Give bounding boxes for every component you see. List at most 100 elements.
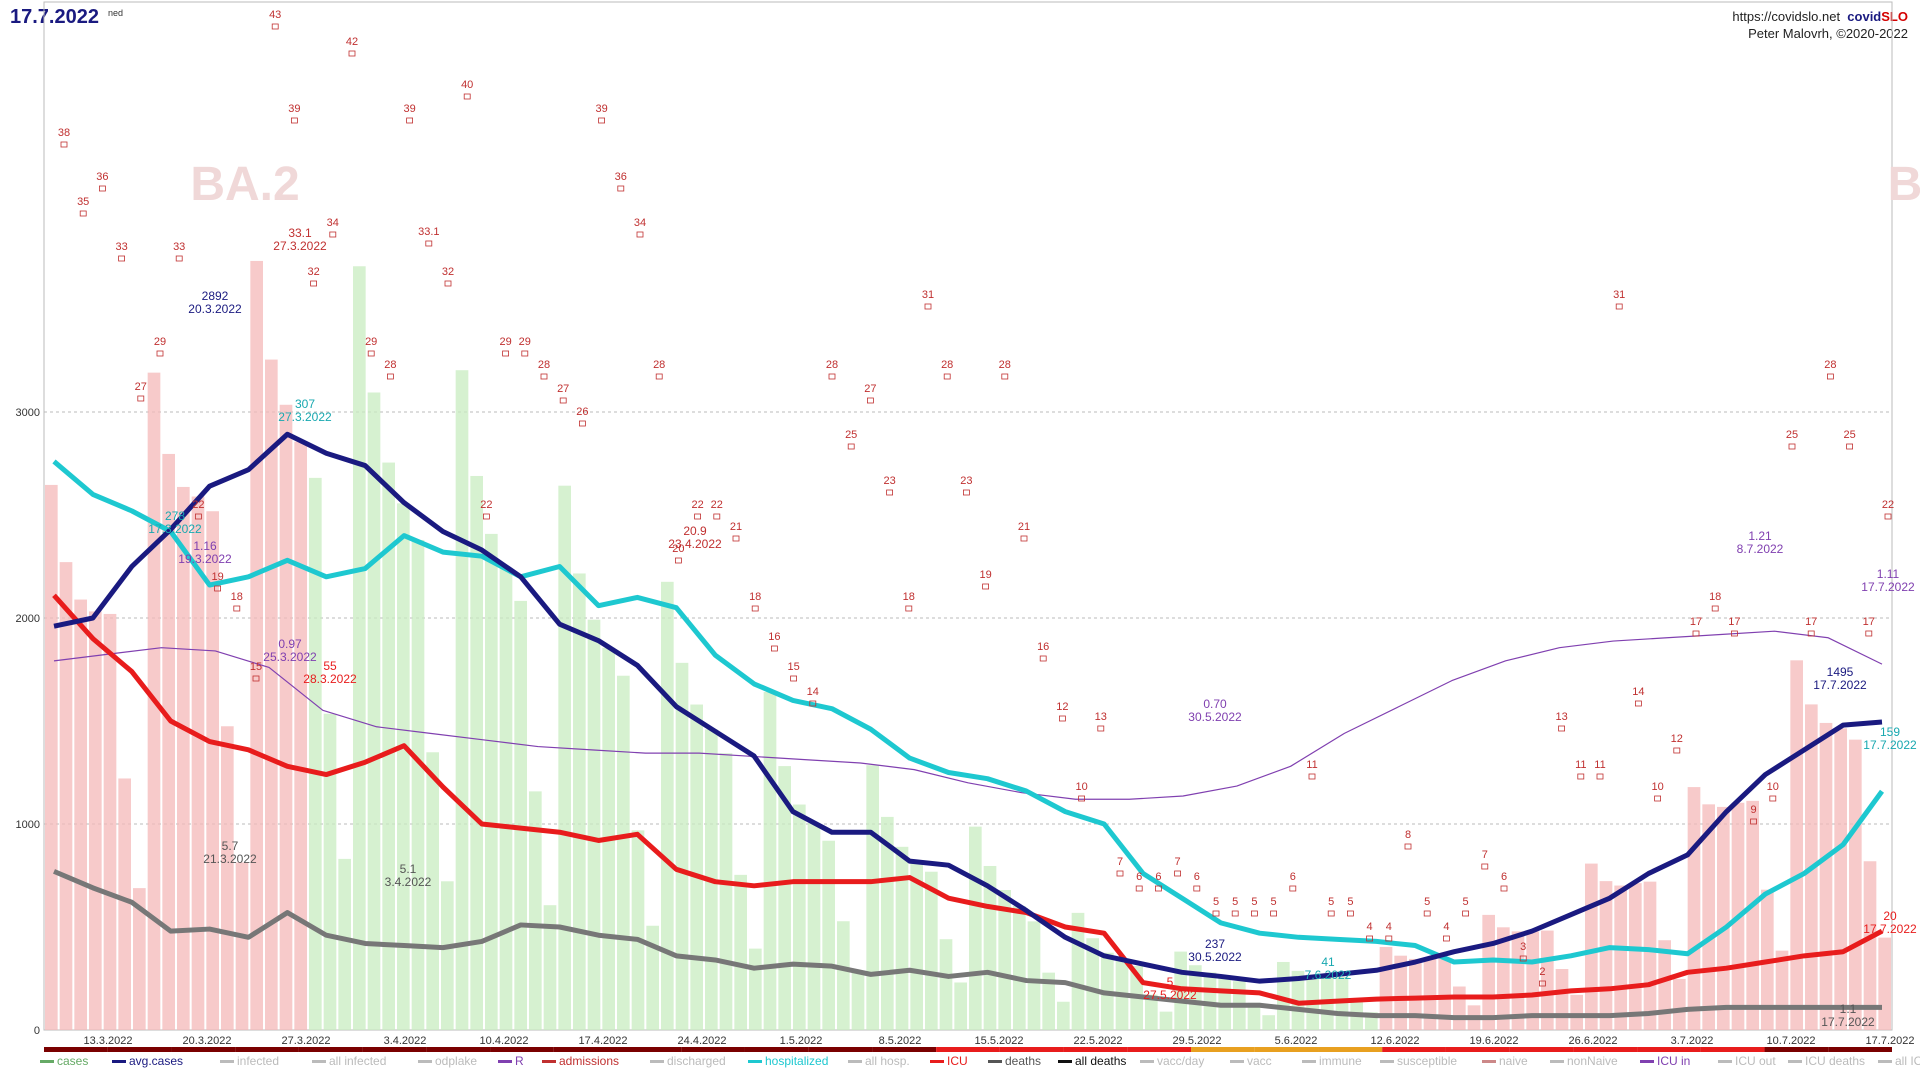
legend-swatch — [1788, 1059, 1802, 1063]
admissions-marker — [1731, 630, 1738, 637]
legend-label: ICU out — [1735, 1054, 1776, 1068]
admissions-marker — [1404, 843, 1412, 850]
x-tick-label: 10.7.2022 — [1767, 1035, 1816, 1047]
legend-item[interactable]: ICU in — [1640, 1054, 1690, 1068]
admissions-marker — [1327, 910, 1335, 917]
case-bar — [1629, 883, 1642, 1030]
admissions-marker — [905, 605, 913, 612]
legend-item[interactable]: admissions — [542, 1054, 619, 1068]
admissions-label: 39 — [288, 103, 300, 115]
case-bar — [426, 752, 439, 1030]
case-bar — [1687, 787, 1701, 1030]
admissions-label: 32 — [307, 266, 319, 278]
legend-item[interactable]: cases — [40, 1054, 88, 1068]
annotation-value: 0.70 — [1203, 697, 1227, 711]
legend-item[interactable]: all hosp. — [848, 1054, 910, 1068]
admissions-marker — [290, 117, 298, 124]
admissions-label: 17 — [1863, 616, 1875, 628]
period-band — [1063, 1047, 1128, 1052]
admissions-label: 9 — [1751, 804, 1757, 816]
legend-item[interactable]: deaths — [988, 1054, 1041, 1068]
x-tick-label: 12.6.2022 — [1371, 1035, 1420, 1047]
period-band — [1191, 1047, 1255, 1052]
admissions-marker — [617, 185, 625, 192]
legend-item[interactable]: vacc — [1230, 1054, 1272, 1068]
legend-item[interactable]: vacc/day — [1140, 1054, 1204, 1068]
legend-item[interactable]: ICU out — [1718, 1054, 1776, 1068]
admissions-marker — [1865, 630, 1873, 637]
admissions-marker — [579, 420, 586, 427]
x-tick-label: 8.5.2022 — [879, 1035, 922, 1047]
admissions-label: 4 — [1367, 921, 1373, 933]
case-bar — [323, 713, 337, 1030]
legend-item[interactable]: hospitalized — [748, 1054, 828, 1068]
admissions-marker — [1807, 630, 1815, 637]
annotation-date: 27.5.2022 — [1143, 988, 1197, 1002]
annotation-value: 1.21 — [1748, 529, 1772, 543]
legend-label: deaths — [1005, 1054, 1042, 1068]
x-tick-label: 13.3.2022 — [84, 1035, 133, 1047]
period-band — [1828, 1047, 1892, 1052]
annotation-date: 17.7.2022 — [1821, 1015, 1875, 1029]
admissions-marker — [1039, 655, 1047, 662]
annotation-value: 41 — [1321, 955, 1335, 969]
legend-label: odplake — [435, 1054, 478, 1068]
legend-label: susceptible — [1397, 1054, 1458, 1068]
admissions-marker — [1251, 910, 1258, 917]
admissions-marker — [1231, 910, 1239, 917]
case-bar — [690, 704, 703, 1030]
admissions-marker — [348, 50, 356, 57]
legend-item[interactable]: ICU — [930, 1054, 968, 1068]
period-band — [1127, 1047, 1192, 1052]
annotation-value: 307 — [295, 397, 315, 411]
x-tick-label: 20.3.2022 — [183, 1035, 232, 1047]
admissions-label: 28 — [653, 359, 665, 371]
admissions-label: 28 — [538, 359, 550, 371]
annotation-value: 55 — [323, 659, 337, 673]
legend-item[interactable]: all infected — [312, 1054, 386, 1068]
case-bar — [661, 581, 674, 1030]
period-band — [1254, 1047, 1319, 1052]
case-bar — [177, 486, 190, 1030]
admissions-label: 16 — [1037, 641, 1049, 653]
case-bar — [939, 939, 953, 1030]
legend-item[interactable]: ICU deaths — [1788, 1054, 1865, 1068]
admissions-marker — [271, 23, 279, 30]
admissions-marker — [867, 397, 874, 404]
admissions-label: 18 — [903, 591, 915, 603]
case-bar — [617, 675, 630, 1030]
admissions-marker — [99, 185, 106, 192]
legend-swatch — [220, 1059, 234, 1063]
site-url[interactable]: https://covidslo.net — [1732, 9, 1841, 24]
legend-item[interactable]: all ICU — [1878, 1054, 1920, 1068]
legend-item[interactable]: immune — [1302, 1054, 1362, 1068]
admissions-marker — [310, 280, 318, 287]
case-bar — [998, 890, 1011, 1030]
x-tick-label: 22.5.2022 — [1074, 1035, 1123, 1047]
case-bar — [631, 830, 645, 1030]
period-band — [490, 1047, 554, 1052]
period-band — [1318, 1047, 1383, 1052]
admissions-label: 34 — [327, 217, 339, 229]
legend-item[interactable]: avg.cases — [112, 1054, 183, 1068]
legend-item[interactable]: discharged — [650, 1054, 726, 1068]
admissions-label: 34 — [634, 217, 646, 229]
case-bar — [1013, 905, 1026, 1030]
legend-item[interactable]: all deaths — [1058, 1054, 1126, 1068]
admissions-label: 7 — [1117, 856, 1123, 868]
x-tick-label: 26.6.2022 — [1569, 1035, 1618, 1047]
annotation-value: 20 — [1883, 909, 1897, 923]
legend-item[interactable]: odplake — [418, 1054, 477, 1068]
legend-item[interactable]: susceptible — [1380, 1054, 1457, 1068]
legend-item[interactable]: infected — [220, 1054, 279, 1068]
legend-swatch — [1878, 1059, 1892, 1063]
legend-item[interactable]: naive — [1482, 1054, 1528, 1068]
admissions-label: 18 — [231, 591, 243, 603]
admissions-label: 6 — [1194, 871, 1200, 883]
admissions-marker — [1001, 373, 1009, 380]
case-bar — [1262, 1015, 1275, 1030]
annotation-value: 5.7 — [222, 839, 239, 853]
case-bar — [675, 662, 689, 1030]
legend-item[interactable]: nonNaive — [1550, 1054, 1618, 1068]
legend-item[interactable]: R — [498, 1054, 524, 1068]
